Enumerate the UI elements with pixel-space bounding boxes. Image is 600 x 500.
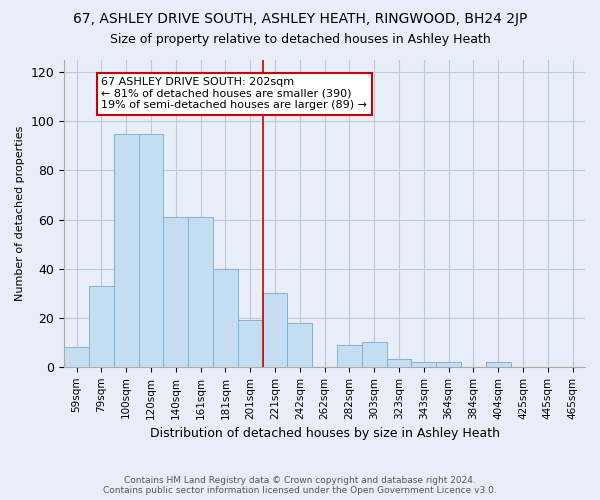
Bar [386,360,412,367]
X-axis label: Distribution of detached houses by size in Ashley Heath: Distribution of detached houses by size … [149,427,500,440]
Text: Contains HM Land Registry data © Crown copyright and database right 2024.
Contai: Contains HM Land Registry data © Crown c… [103,476,497,495]
Bar [362,342,386,367]
Bar [139,134,163,367]
Bar [436,362,461,367]
Bar [188,217,213,367]
Bar [238,320,263,367]
Bar [114,134,139,367]
Bar [412,362,436,367]
Bar [89,286,114,367]
Bar [337,344,362,367]
Bar [163,217,188,367]
Bar [213,268,238,367]
Bar [64,347,89,367]
Y-axis label: Number of detached properties: Number of detached properties [15,126,25,301]
Bar [263,293,287,367]
Text: 67, ASHLEY DRIVE SOUTH, ASHLEY HEATH, RINGWOOD, BH24 2JP: 67, ASHLEY DRIVE SOUTH, ASHLEY HEATH, RI… [73,12,527,26]
Text: 67 ASHLEY DRIVE SOUTH: 202sqm
← 81% of detached houses are smaller (390)
19% of : 67 ASHLEY DRIVE SOUTH: 202sqm ← 81% of d… [101,77,367,110]
Bar [486,362,511,367]
Bar [287,322,312,367]
Text: Size of property relative to detached houses in Ashley Heath: Size of property relative to detached ho… [110,32,490,46]
